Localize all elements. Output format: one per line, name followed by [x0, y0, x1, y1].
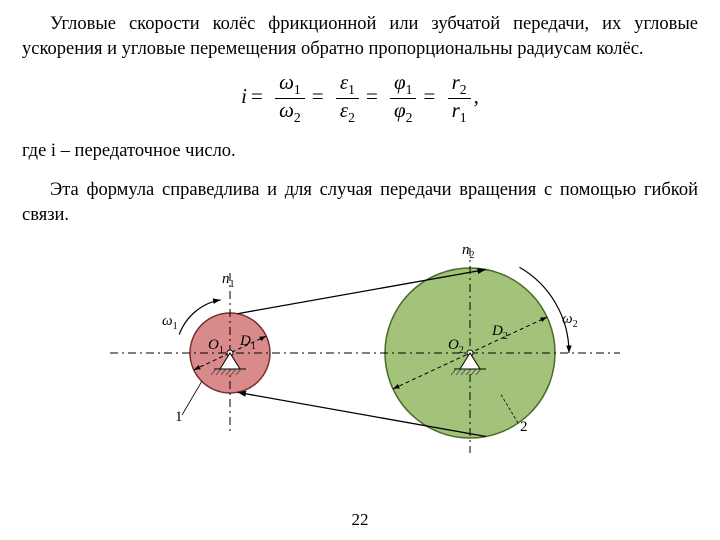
svg-text:2: 2: [520, 419, 528, 435]
svg-text:1: 1: [175, 409, 183, 425]
svg-text:n1: n1: [222, 271, 235, 290]
svg-text:n2: n2: [462, 242, 475, 261]
svg-text:ω1: ω1: [162, 313, 178, 332]
page-number: 22: [0, 510, 720, 530]
gear-ratio-formula: i= ω1ω2= ε1ε2= φ1φ2= r2r1,: [22, 62, 698, 133]
paragraph-3: Эта формула справедлива и для случая пер…: [22, 178, 698, 228]
svg-text:ω2: ω2: [562, 311, 578, 330]
belt-drive-figure: ω1ω2O1O2D1D2n1n212: [0, 228, 720, 458]
paragraph-1: Угловые скорости колёс фрикционной или з…: [22, 12, 698, 62]
paragraph-2: где i – передаточное число.: [22, 139, 698, 164]
